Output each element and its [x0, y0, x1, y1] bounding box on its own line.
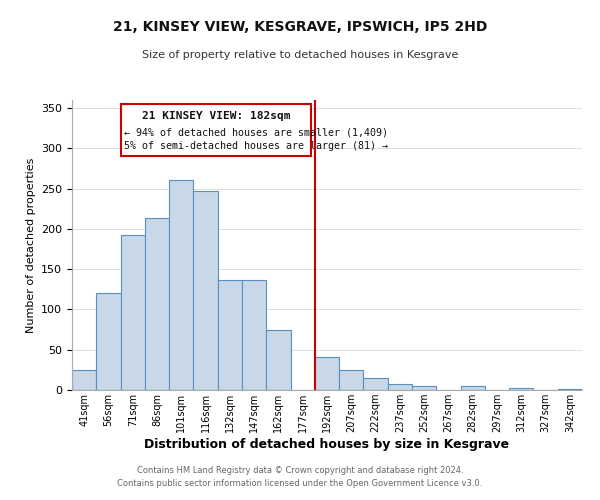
Bar — [558, 389, 582, 390]
Text: 21 KINSEY VIEW: 182sqm: 21 KINSEY VIEW: 182sqm — [142, 112, 290, 122]
Bar — [169, 180, 193, 390]
Bar — [339, 370, 364, 390]
Y-axis label: Number of detached properties: Number of detached properties — [26, 158, 35, 332]
Bar — [121, 234, 145, 390]
Bar — [96, 294, 121, 390]
Bar — [72, 370, 96, 390]
Text: 21, KINSEY VIEW, KESGRAVE, IPSWICH, IP5 2HD: 21, KINSEY VIEW, KESGRAVE, IPSWICH, IP5 … — [113, 20, 487, 34]
Bar — [242, 280, 266, 390]
Bar — [218, 280, 242, 390]
Text: Contains HM Land Registry data © Crown copyright and database right 2024.
Contai: Contains HM Land Registry data © Crown c… — [118, 466, 482, 487]
Bar — [388, 384, 412, 390]
Bar — [266, 330, 290, 390]
X-axis label: Distribution of detached houses by size in Kesgrave: Distribution of detached houses by size … — [145, 438, 509, 451]
Bar — [509, 388, 533, 390]
Bar — [193, 191, 218, 390]
Bar — [145, 218, 169, 390]
Bar — [461, 386, 485, 390]
Text: ← 94% of detached houses are smaller (1,409): ← 94% of detached houses are smaller (1,… — [124, 127, 388, 137]
Text: Size of property relative to detached houses in Kesgrave: Size of property relative to detached ho… — [142, 50, 458, 60]
Bar — [412, 386, 436, 390]
Bar — [364, 378, 388, 390]
Text: 5% of semi-detached houses are larger (81) →: 5% of semi-detached houses are larger (8… — [124, 141, 388, 151]
Bar — [121, 104, 311, 156]
Bar — [315, 357, 339, 390]
